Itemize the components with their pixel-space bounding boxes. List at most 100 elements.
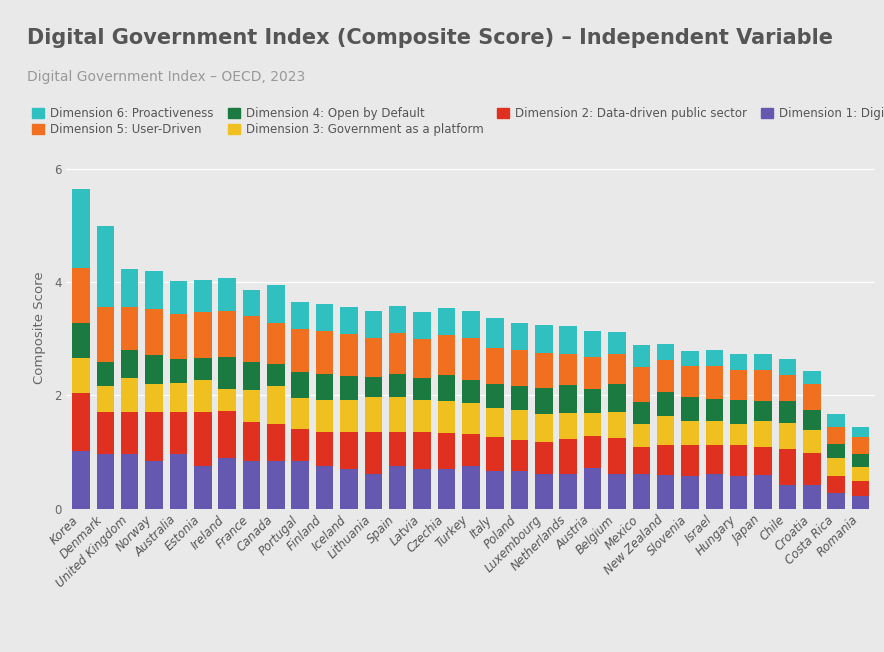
- Bar: [486, 348, 504, 384]
- Bar: [560, 385, 577, 413]
- Bar: [560, 353, 577, 385]
- Bar: [511, 471, 529, 509]
- Bar: [218, 389, 236, 411]
- Bar: [292, 461, 309, 509]
- Bar: [462, 311, 479, 338]
- Bar: [438, 433, 455, 469]
- Bar: [511, 410, 529, 440]
- Bar: [389, 432, 407, 466]
- Bar: [803, 453, 820, 485]
- Bar: [267, 323, 285, 364]
- Bar: [633, 473, 650, 509]
- Bar: [170, 454, 187, 509]
- Bar: [803, 409, 820, 430]
- Bar: [583, 413, 601, 436]
- Bar: [218, 357, 236, 389]
- Bar: [827, 476, 845, 494]
- Bar: [511, 349, 529, 386]
- Bar: [486, 384, 504, 409]
- Bar: [316, 432, 333, 466]
- Bar: [316, 304, 333, 331]
- Bar: [730, 424, 748, 445]
- Bar: [194, 312, 211, 358]
- Bar: [121, 307, 139, 350]
- Bar: [96, 387, 114, 413]
- Bar: [511, 386, 529, 410]
- Bar: [754, 447, 772, 475]
- Bar: [389, 466, 407, 509]
- Bar: [121, 454, 139, 509]
- Bar: [316, 466, 333, 509]
- Bar: [121, 350, 139, 378]
- Bar: [705, 421, 723, 445]
- Bar: [413, 378, 431, 400]
- Bar: [72, 268, 89, 323]
- Bar: [560, 473, 577, 509]
- Bar: [535, 388, 552, 414]
- Bar: [364, 397, 382, 432]
- Bar: [633, 447, 650, 473]
- Bar: [852, 496, 869, 509]
- Bar: [827, 414, 845, 427]
- Bar: [170, 314, 187, 359]
- Bar: [608, 473, 626, 509]
- Bar: [754, 400, 772, 421]
- Bar: [462, 403, 479, 434]
- Bar: [462, 379, 479, 403]
- Bar: [413, 339, 431, 378]
- Bar: [657, 416, 674, 445]
- Bar: [657, 475, 674, 509]
- Bar: [413, 432, 431, 469]
- Bar: [292, 430, 309, 461]
- Bar: [803, 485, 820, 509]
- Bar: [364, 310, 382, 338]
- Bar: [72, 393, 89, 451]
- Bar: [754, 475, 772, 509]
- Bar: [535, 353, 552, 388]
- Bar: [218, 311, 236, 357]
- Bar: [170, 383, 187, 412]
- Bar: [316, 400, 333, 432]
- Bar: [243, 316, 260, 362]
- Bar: [486, 318, 504, 348]
- Bar: [462, 466, 479, 509]
- Bar: [364, 377, 382, 397]
- Y-axis label: Composite Score: Composite Score: [33, 271, 46, 384]
- Bar: [682, 421, 698, 445]
- Bar: [267, 424, 285, 461]
- Text: Digital Government Index – OECD, 2023: Digital Government Index – OECD, 2023: [27, 70, 305, 83]
- Bar: [438, 308, 455, 335]
- Bar: [535, 442, 552, 473]
- Bar: [145, 383, 163, 413]
- Bar: [316, 374, 333, 400]
- Bar: [827, 494, 845, 509]
- Bar: [852, 481, 869, 496]
- Bar: [243, 362, 260, 391]
- Bar: [96, 307, 114, 362]
- Bar: [608, 332, 626, 353]
- Bar: [852, 454, 869, 467]
- Bar: [705, 473, 723, 509]
- Bar: [730, 477, 748, 509]
- Bar: [779, 449, 796, 485]
- Bar: [779, 359, 796, 375]
- Bar: [145, 355, 163, 383]
- Bar: [779, 423, 796, 449]
- Bar: [340, 432, 358, 469]
- Bar: [462, 434, 479, 466]
- Legend: Dimension 6: Proactiveness, Dimension 5: User-Driven, Dimension 4: Open by Defau: Dimension 6: Proactiveness, Dimension 5:…: [33, 107, 884, 136]
- Bar: [852, 437, 869, 454]
- Bar: [583, 436, 601, 468]
- Bar: [852, 467, 869, 481]
- Bar: [657, 391, 674, 416]
- Bar: [754, 421, 772, 447]
- Bar: [705, 445, 723, 473]
- Bar: [608, 384, 626, 412]
- Bar: [267, 285, 285, 323]
- Bar: [827, 427, 845, 443]
- Bar: [583, 357, 601, 389]
- Bar: [657, 360, 674, 391]
- Bar: [218, 278, 236, 311]
- Bar: [340, 306, 358, 334]
- Text: Digital Government Index (Composite Score) – Independent Variable: Digital Government Index (Composite Scor…: [27, 28, 833, 48]
